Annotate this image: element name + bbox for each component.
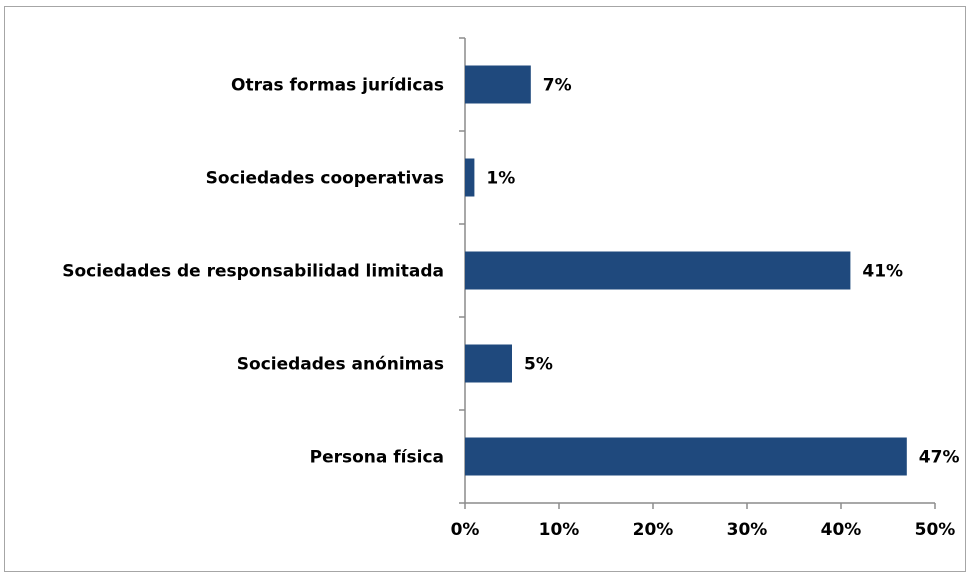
x-tick-label: 20%: [633, 520, 674, 540]
bar: [465, 344, 512, 383]
data-label: 41%: [862, 262, 903, 282]
category-label: Sociedades de responsabilidad limitada: [62, 262, 444, 282]
x-tick-label: 0%: [451, 520, 480, 540]
category-label: Sociedades cooperativas: [206, 169, 444, 189]
x-tick-label: 40%: [821, 520, 862, 540]
data-label: 1%: [486, 169, 515, 189]
bar: [465, 251, 851, 290]
category-label: Persona física: [310, 448, 444, 468]
data-label: 47%: [919, 448, 960, 468]
category-label: Sociedades anónimas: [237, 355, 444, 375]
data-label: 5%: [524, 355, 553, 375]
category-label: Otras formas jurídicas: [231, 76, 444, 96]
labels: 0% 10% 20% 30% 40% 50% Otras formas jurídicas 7…: [62, 76, 959, 541]
x-tick-label: 30%: [727, 520, 768, 540]
bars: [465, 65, 907, 476]
data-label: 7%: [543, 76, 572, 96]
bar: [465, 65, 531, 104]
bar: [465, 437, 907, 476]
x-tick-label: 10%: [539, 520, 580, 540]
bar: [465, 158, 475, 197]
x-tick-label: 50%: [915, 520, 956, 540]
